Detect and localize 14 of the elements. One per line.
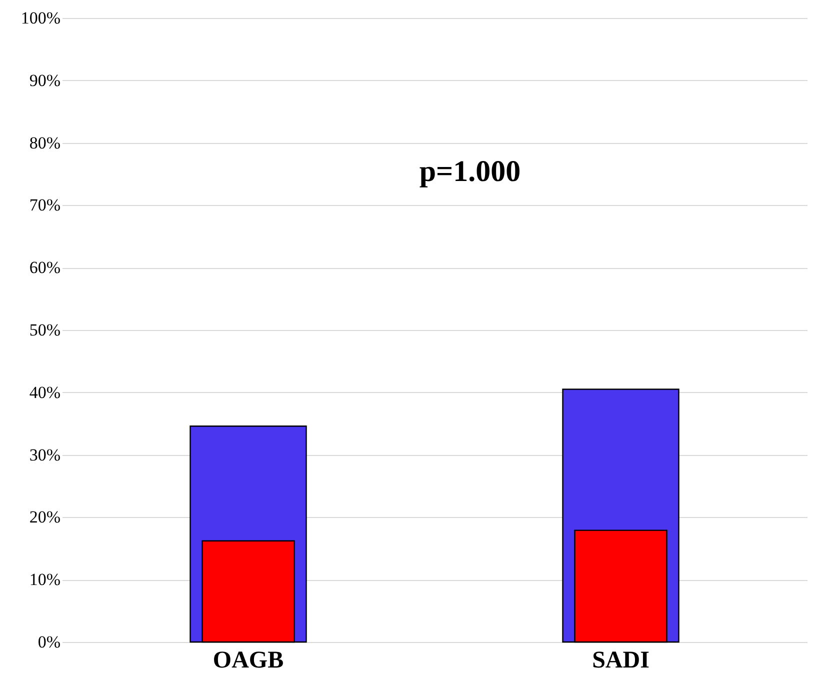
y-tick-label: 20% [29,508,60,527]
y-tick-label: 70% [29,196,60,215]
y-tick-label: 0% [38,632,60,652]
y-tick-label: 10% [29,570,60,590]
y-tick-label: 90% [29,70,60,90]
y-tick-label: 40% [29,382,60,402]
annotation: p=1.000 [419,155,521,188]
y-tick-label: 60% [29,258,60,278]
x-tick-label: SADI [592,648,650,674]
x-tick-label: OAGB [212,648,284,674]
y-tick-label: 100% [20,8,60,28]
y-tick-label: 30% [29,445,60,464]
y-tick-label: 80% [29,133,60,152]
y-tick-label: 50% [29,320,60,340]
